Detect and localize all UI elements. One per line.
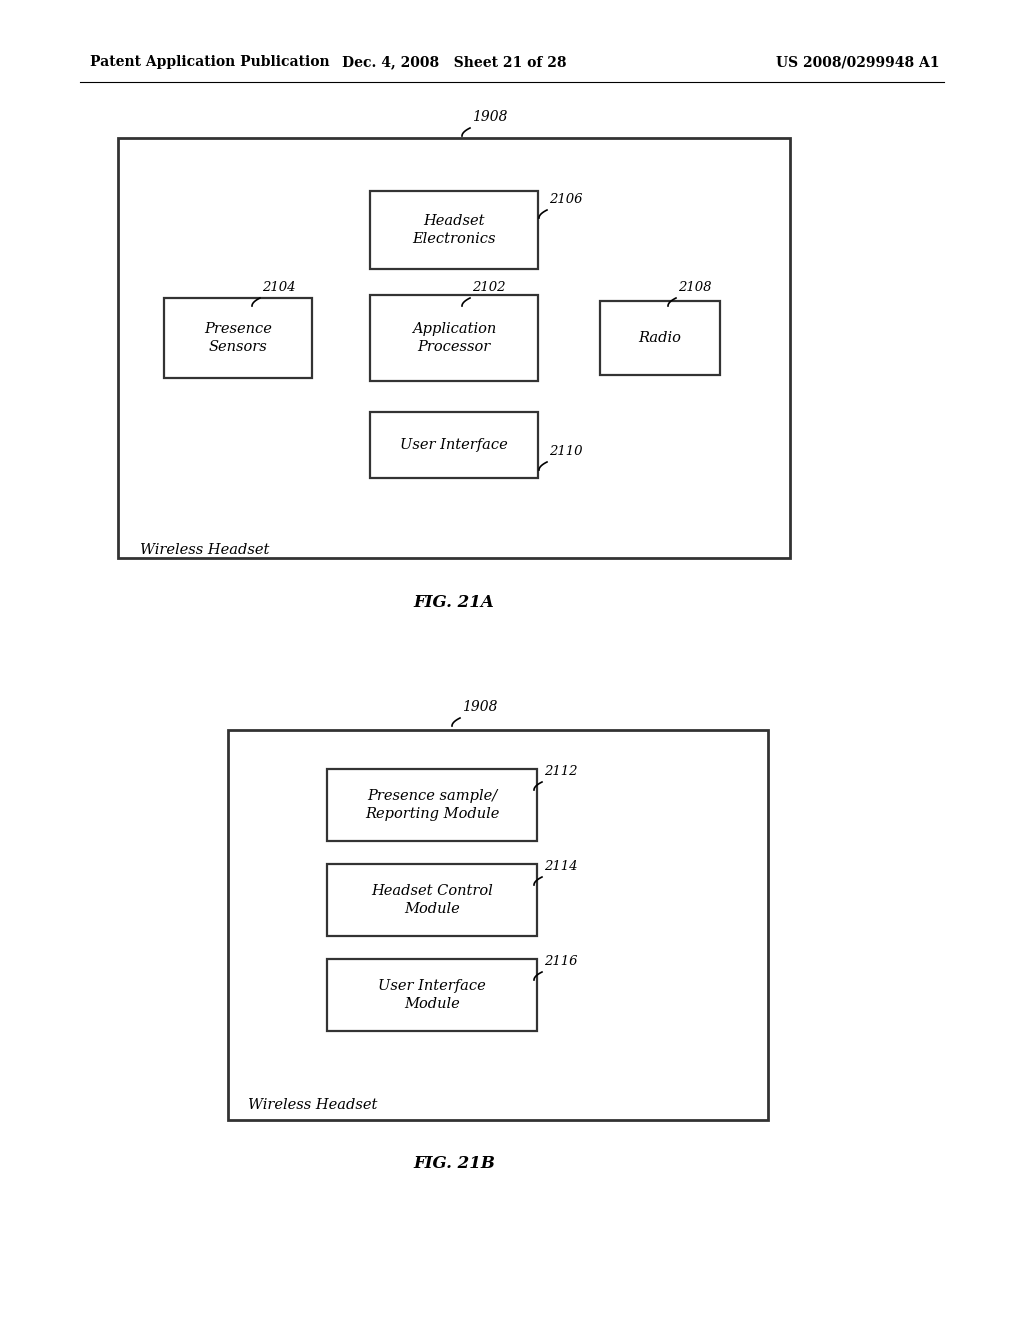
Text: Patent Application Publication: Patent Application Publication: [90, 55, 330, 69]
Text: 1908: 1908: [462, 700, 498, 714]
Text: FIG. 21B: FIG. 21B: [413, 1155, 495, 1172]
Bar: [118, 139, 790, 558]
Text: 2102: 2102: [472, 281, 506, 294]
Text: 2116: 2116: [544, 954, 578, 968]
Text: Dec. 4, 2008   Sheet 21 of 28: Dec. 4, 2008 Sheet 21 of 28: [342, 55, 566, 69]
Bar: [164, 298, 312, 378]
Bar: [600, 301, 720, 375]
Text: 2106: 2106: [549, 193, 583, 206]
Text: 2114: 2114: [544, 861, 578, 873]
Text: 1908: 1908: [472, 110, 508, 124]
Text: 2112: 2112: [544, 766, 578, 777]
Text: Wireless Headset: Wireless Headset: [248, 1098, 378, 1111]
Text: 2104: 2104: [262, 281, 296, 294]
Bar: [370, 412, 538, 478]
Text: Wireless Headset: Wireless Headset: [140, 543, 269, 557]
Text: Application
Processor: Application Processor: [412, 322, 496, 354]
Bar: [327, 865, 537, 936]
Text: FIG. 21A: FIG. 21A: [414, 594, 495, 611]
Text: US 2008/0299948 A1: US 2008/0299948 A1: [776, 55, 940, 69]
Text: Headset Control
Module: Headset Control Module: [371, 884, 493, 916]
Text: User Interface: User Interface: [400, 438, 508, 451]
Text: Headset
Electronics: Headset Electronics: [413, 214, 496, 246]
Text: Presence sample/
Reporting Module: Presence sample/ Reporting Module: [365, 789, 499, 821]
Text: Presence
Sensors: Presence Sensors: [204, 322, 272, 354]
Bar: [370, 294, 538, 381]
Bar: [228, 730, 768, 1119]
Bar: [370, 191, 538, 269]
Bar: [327, 960, 537, 1031]
Text: User Interface
Module: User Interface Module: [378, 979, 485, 1011]
Bar: [327, 770, 537, 841]
Text: Radio: Radio: [639, 331, 681, 345]
Text: 2110: 2110: [549, 445, 583, 458]
Text: 2108: 2108: [678, 281, 712, 294]
